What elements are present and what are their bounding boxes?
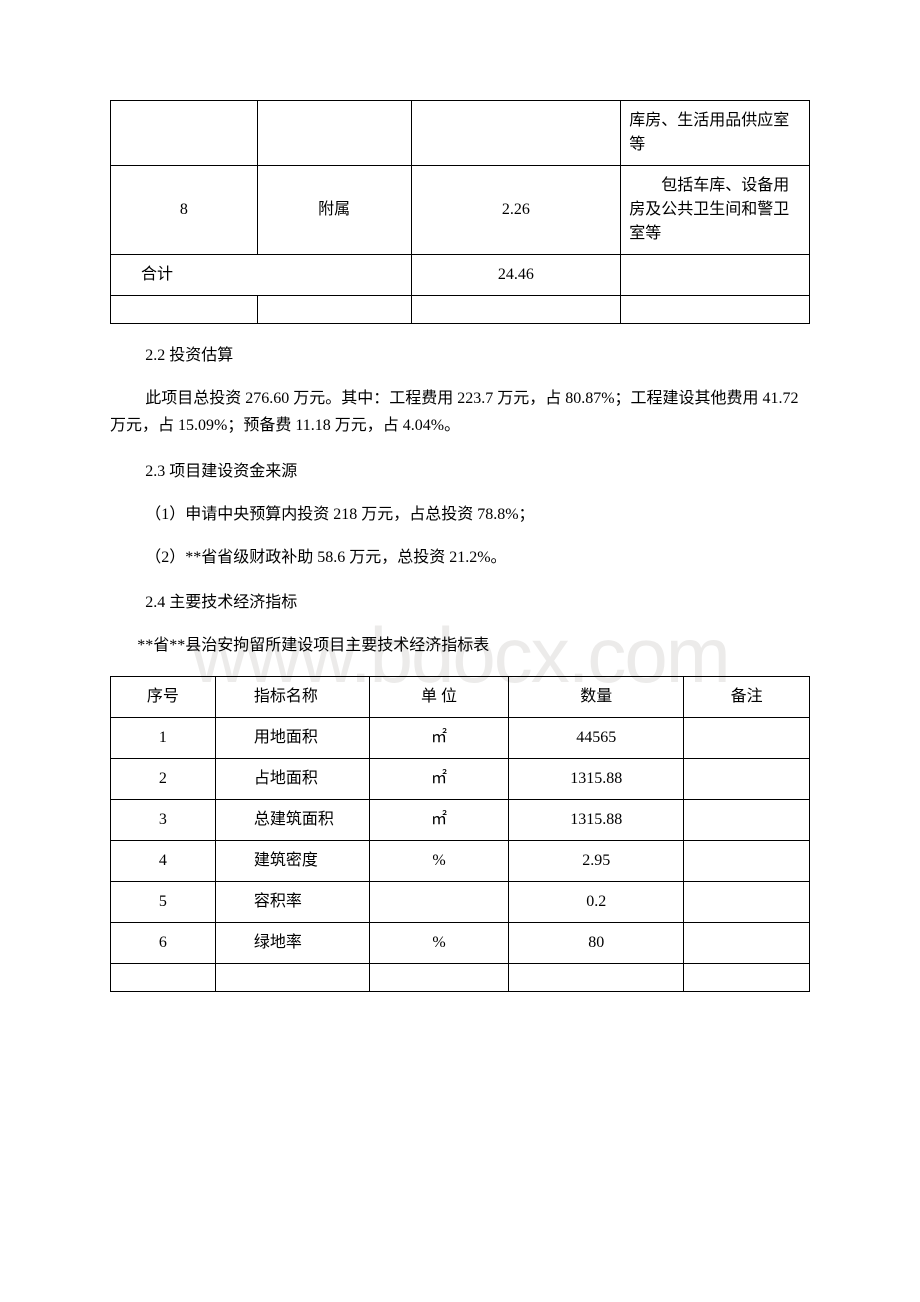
cell: 2 — [111, 758, 216, 799]
cell: 8 — [111, 166, 258, 255]
section-2-2-title: 2.2 投资估算 — [110, 342, 810, 369]
section-2-2-body: 此项目总投资 276.60 万元。其中：工程费用 223.7 万元，占 80.8… — [110, 385, 810, 439]
cell: 44565 — [509, 717, 684, 758]
cell: 3 — [111, 799, 216, 840]
table-row: 1 用地面积 ㎡ 44565 — [111, 717, 810, 758]
cell: 1315.88 — [509, 799, 684, 840]
cell: 2.26 — [411, 166, 621, 255]
cell: 4 — [111, 840, 216, 881]
table-row: 5 容积率 0.2 — [111, 881, 810, 922]
cell — [684, 799, 810, 840]
cell — [621, 296, 810, 324]
section-2-3-title: 2.3 项目建设资金来源 — [110, 458, 810, 485]
table-row: 6 绿地率 % 80 — [111, 922, 810, 963]
section-2-3-line2: （2）**省省级财政补助 58.6 万元，总投资 21.2%。 — [110, 544, 810, 571]
cell: 总建筑面积 — [215, 799, 369, 840]
cell-total-value: 24.46 — [411, 255, 621, 296]
cell — [369, 963, 509, 991]
cell — [684, 717, 810, 758]
cell-total-label: 合计 — [111, 255, 412, 296]
cell: 5 — [111, 881, 216, 922]
cell: ㎡ — [369, 799, 509, 840]
cell — [257, 296, 411, 324]
cell: 1 — [111, 717, 216, 758]
table-row: 8 附属 2.26 包括车库、设备用房及公共卫生间和警卫室等 — [111, 166, 810, 255]
cell: ㎡ — [369, 758, 509, 799]
cell: 0.2 — [509, 881, 684, 922]
cell: 1315.88 — [509, 758, 684, 799]
page-content: 库房、生活用品供应室等 8 附属 2.26 包括车库、设备用房及公共卫生间和警卫… — [110, 100, 810, 992]
cell — [684, 963, 810, 991]
table-tech-indicators: 序号 指标名称 单 位 数量 备注 1 用地面积 ㎡ 44565 2 占地面积 … — [110, 676, 810, 992]
cell: 6 — [111, 922, 216, 963]
cell — [509, 963, 684, 991]
cell: % — [369, 840, 509, 881]
header-name: 指标名称 — [215, 676, 369, 717]
cell — [111, 963, 216, 991]
header-seq: 序号 — [111, 676, 216, 717]
cell — [621, 255, 810, 296]
cell — [684, 758, 810, 799]
table-row-empty — [111, 963, 810, 991]
table-row: 4 建筑密度 % 2.95 — [111, 840, 810, 881]
cell — [111, 101, 258, 166]
table-row-total: 合计 24.46 — [111, 255, 810, 296]
header-remark: 备注 — [684, 676, 810, 717]
table-row-empty — [111, 296, 810, 324]
header-qty: 数量 — [509, 676, 684, 717]
cell: 占地面积 — [215, 758, 369, 799]
cell — [684, 881, 810, 922]
cell — [684, 922, 810, 963]
table-header-row: 序号 指标名称 单 位 数量 备注 — [111, 676, 810, 717]
cell — [215, 963, 369, 991]
cell — [411, 101, 621, 166]
cell: 80 — [509, 922, 684, 963]
table-row: 3 总建筑面积 ㎡ 1315.88 — [111, 799, 810, 840]
cell: % — [369, 922, 509, 963]
cell — [411, 296, 621, 324]
cell: ㎡ — [369, 717, 509, 758]
cell — [257, 101, 411, 166]
table-row: 2 占地面积 ㎡ 1315.88 — [111, 758, 810, 799]
section-2-4-caption: **省**县治安拘留所建设项目主要技术经济指标表 — [110, 632, 810, 659]
cell — [111, 296, 258, 324]
header-unit: 单 位 — [369, 676, 509, 717]
cell: 容积率 — [215, 881, 369, 922]
cell — [369, 881, 509, 922]
cell: 2.95 — [509, 840, 684, 881]
table-row: 库房、生活用品供应室等 — [111, 101, 810, 166]
cell: 包括车库、设备用房及公共卫生间和警卫室等 — [621, 166, 810, 255]
section-2-3-line1: （1）申请中央预算内投资 218 万元，占总投资 78.8%； — [110, 501, 810, 528]
cell: 用地面积 — [215, 717, 369, 758]
table-building-items: 库房、生活用品供应室等 8 附属 2.26 包括车库、设备用房及公共卫生间和警卫… — [110, 100, 810, 324]
section-2-4-title: 2.4 主要技术经济指标 — [110, 589, 810, 616]
cell — [684, 840, 810, 881]
cell: 附属 — [257, 166, 411, 255]
cell: 建筑密度 — [215, 840, 369, 881]
cell: 库房、生活用品供应室等 — [621, 101, 810, 166]
cell: 绿地率 — [215, 922, 369, 963]
